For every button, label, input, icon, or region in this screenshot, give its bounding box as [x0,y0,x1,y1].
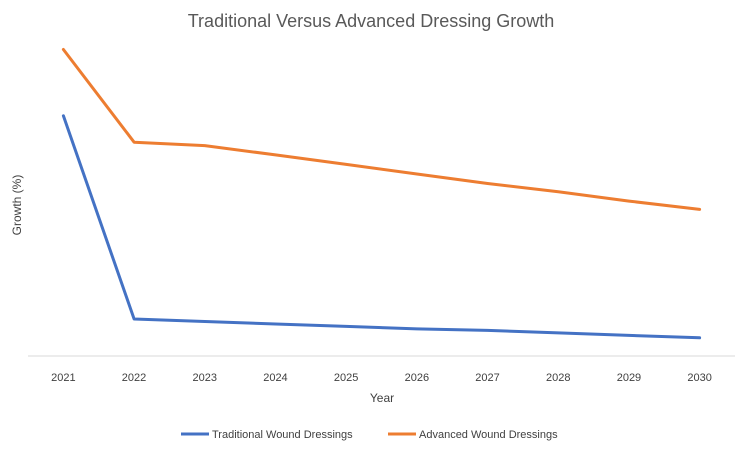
legend-label: Advanced Wound Dressings [419,429,558,441]
x-tick-label-2030: 2030 [687,372,711,384]
legend-item-traditional: Traditional Wound Dressings [181,429,353,441]
x-axis-label: Year [370,391,394,405]
series-lines [63,50,699,338]
legend-item-advanced: Advanced Wound Dressings [388,429,558,441]
x-tick-label-2021: 2021 [51,372,75,384]
x-tick-label-2026: 2026 [405,372,429,384]
line-chart: Traditional Versus Advanced Dressing Gro… [0,0,743,453]
x-tick-label-2024: 2024 [263,372,287,384]
series-line-advanced [63,50,699,210]
x-tick-label-2022: 2022 [122,372,146,384]
x-tick-label-2027: 2027 [475,372,499,384]
x-tick-label-2029: 2029 [617,372,641,384]
series-line-traditional [63,116,699,338]
x-tick-label-2025: 2025 [334,372,358,384]
x-axis-ticks: 2021 2022 2023 2024 2025 2026 2027 2028 2029 2030 [51,372,712,384]
legend-label: Traditional Wound Dressings [212,429,353,441]
chart-title: Traditional Versus Advanced Dressing Gro… [188,11,555,31]
y-axis-label: Growth (%) [10,175,24,236]
x-tick-label-2023: 2023 [193,372,217,384]
legend: Traditional Wound Dressings Advanced Woun… [181,429,558,441]
x-tick-label-2028: 2028 [546,372,570,384]
